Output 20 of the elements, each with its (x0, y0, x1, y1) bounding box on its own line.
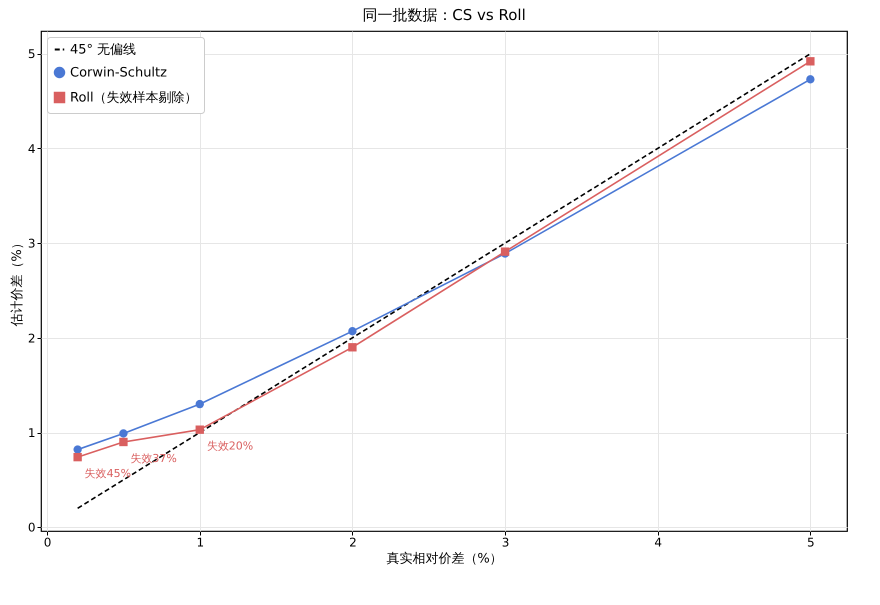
chart-title: 同一批数据：CS vs Roll (362, 6, 526, 24)
y-tick-label: 1 (28, 426, 36, 440)
y-tick-label: 0 (28, 520, 36, 535)
y-tick-label: 2 (28, 331, 36, 346)
x-tick-label: 3 (502, 536, 510, 550)
legend-label: Roll（失效样本剔除） (70, 90, 198, 106)
x-axis-title: 真实相对价差（%） (386, 552, 503, 566)
annotation: 失效20% (206, 440, 254, 453)
annotation: 失效45% (84, 467, 132, 480)
y-tick-label: 3 (28, 236, 36, 251)
y-tick-label: 5 (28, 47, 36, 62)
x-tick-label: 0 (44, 536, 52, 550)
x-tick-label: 4 (654, 536, 662, 550)
y-axis-title: 估计价差（%） (10, 236, 25, 328)
x-tick-label: 2 (349, 536, 357, 550)
x-tick-label: 1 (196, 536, 204, 550)
x-tick-label: 5 (807, 536, 815, 550)
legend-label: 45° 无偏线 (70, 42, 136, 58)
y-tick-label: 4 (28, 142, 36, 156)
legend-label: Corwin-Schultz (70, 66, 168, 80)
